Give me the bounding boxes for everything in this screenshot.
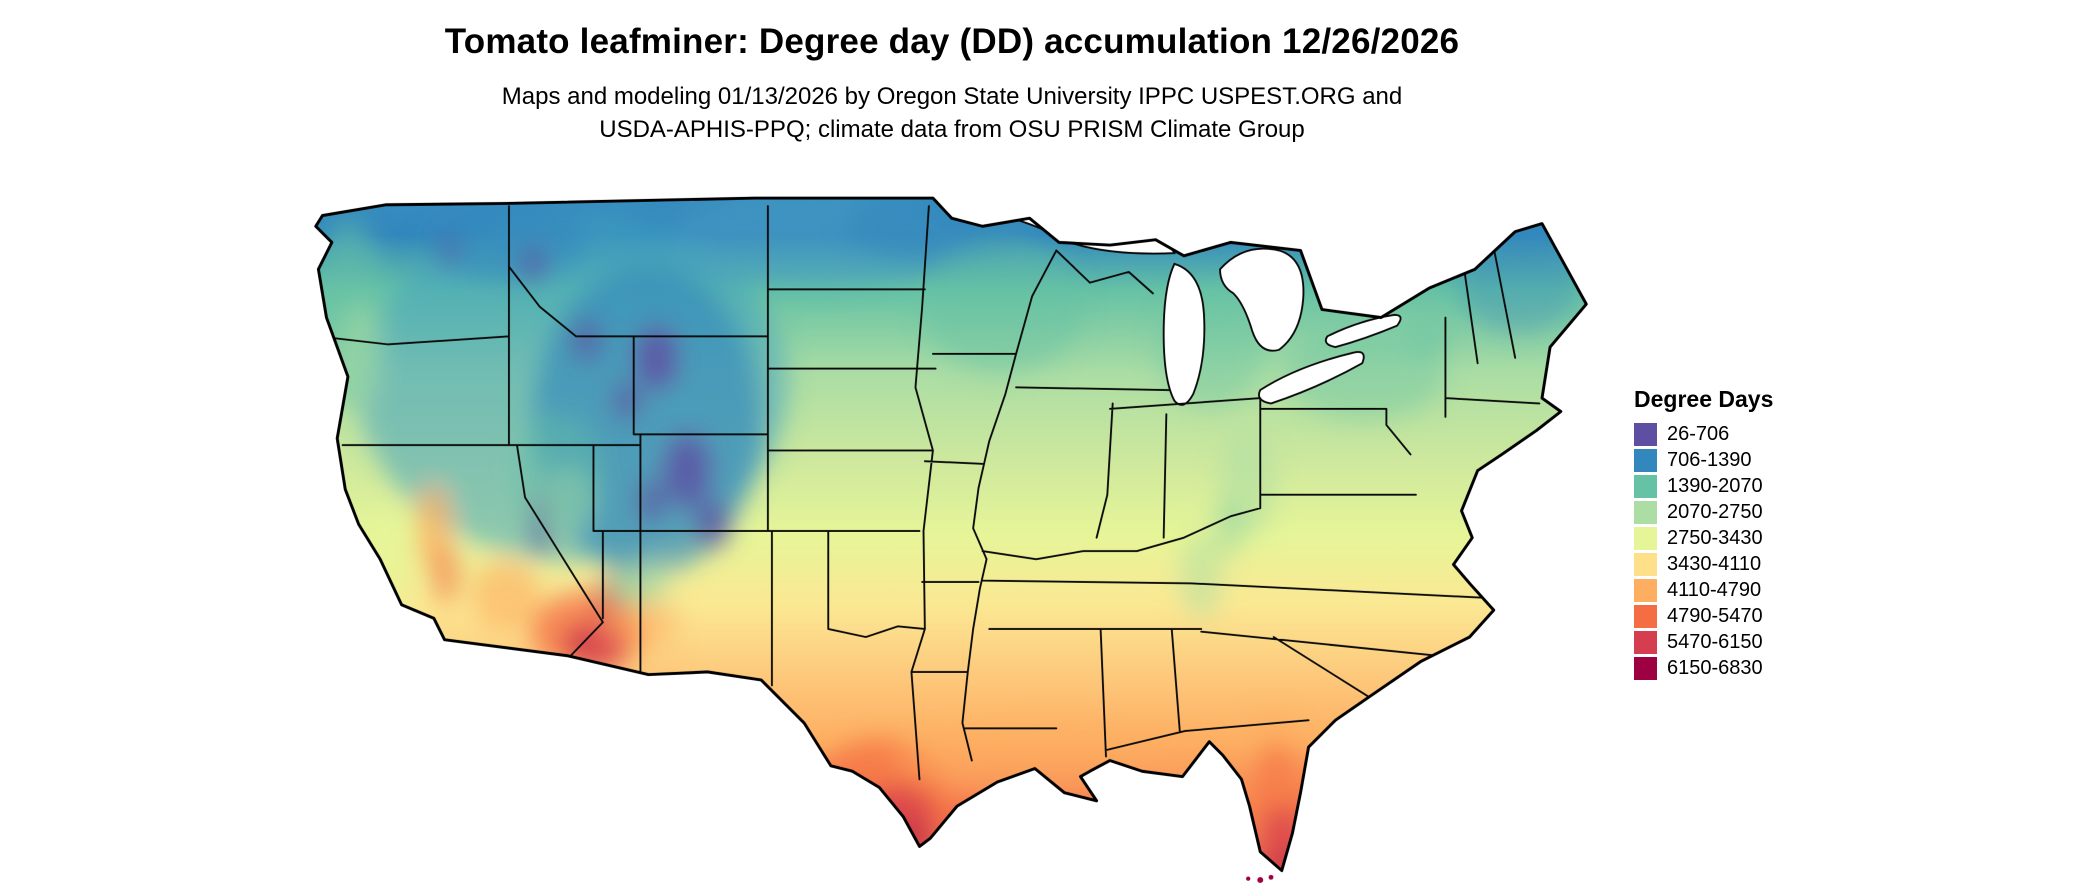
legend-item: 1390-2070 — [1634, 473, 1773, 499]
lake-ontario — [1324, 313, 1402, 349]
legend-title: Degree Days — [1634, 386, 1774, 412]
us-outline — [314, 196, 1588, 873]
legend-item: 4790-5470 — [1634, 603, 1773, 629]
legend-item: 4110-4790 — [1634, 577, 1773, 603]
map-title: Tomato leafminer: Degree day (DD) accumu… — [444, 22, 1460, 61]
legend-label: 26-706 — [1667, 422, 1730, 445]
legend-item: 5470-6150 — [1634, 629, 1773, 655]
state-borders — [317, 205, 1541, 781]
legend-item: 2750-3430 — [1634, 525, 1773, 551]
legend-swatch — [1634, 656, 1657, 680]
us-degree-day-map — [305, 186, 1593, 884]
legend-label: 5470-6150 — [1667, 630, 1763, 653]
legend-item: 6150-6830 — [1634, 655, 1773, 681]
legend-swatch — [1634, 448, 1657, 472]
legend-swatch — [1634, 552, 1657, 576]
legend-item: 706-1390 — [1634, 447, 1773, 473]
legend-label: 2070-2750 — [1667, 500, 1763, 523]
legend-swatch — [1634, 422, 1657, 446]
legend-label: 2750-3430 — [1667, 526, 1763, 549]
legend-label: 1390-2070 — [1667, 474, 1763, 497]
legend-swatch — [1634, 630, 1657, 654]
legend-label: 4110-4790 — [1667, 578, 1762, 601]
legend-swatch — [1634, 500, 1657, 524]
legend-label: 4790-5470 — [1667, 604, 1763, 627]
legend-swatch — [1634, 474, 1657, 498]
legend-label: 3430-4110 — [1667, 552, 1762, 575]
legend-swatch — [1634, 578, 1657, 602]
legend-label: 706-1390 — [1667, 448, 1752, 471]
legend-swatch — [1634, 526, 1657, 550]
map-subtitle-line1: Maps and modeling 01/13/2026 by Oregon S… — [501, 83, 1403, 110]
legend: Degree Days 26-706 706-1390 1390-2070 2070-… — [1634, 386, 1773, 681]
florida-keys — [1246, 874, 1274, 883]
map-raster — [315, 198, 1587, 871]
legend-item: 3430-4110 — [1634, 551, 1773, 577]
legend-item: 2070-2750 — [1634, 499, 1773, 525]
legend-label: 6150-6830 — [1667, 656, 1763, 679]
us-map-svg — [314, 196, 1588, 883]
map-subtitle-line2: USDA-APHIS-PPQ; climate data from OSU PR… — [599, 116, 1305, 143]
legend-items: 26-706 706-1390 1390-2070 2070-2750 2750-343… — [1634, 421, 1773, 681]
legend-item: 26-706 — [1634, 421, 1773, 447]
map-subtitle: Maps and modeling 01/13/2026 by Oregon S… — [0, 80, 1904, 146]
lake-huron — [1219, 247, 1305, 352]
legend-swatch — [1634, 604, 1657, 628]
lake-erie — [1257, 351, 1365, 405]
